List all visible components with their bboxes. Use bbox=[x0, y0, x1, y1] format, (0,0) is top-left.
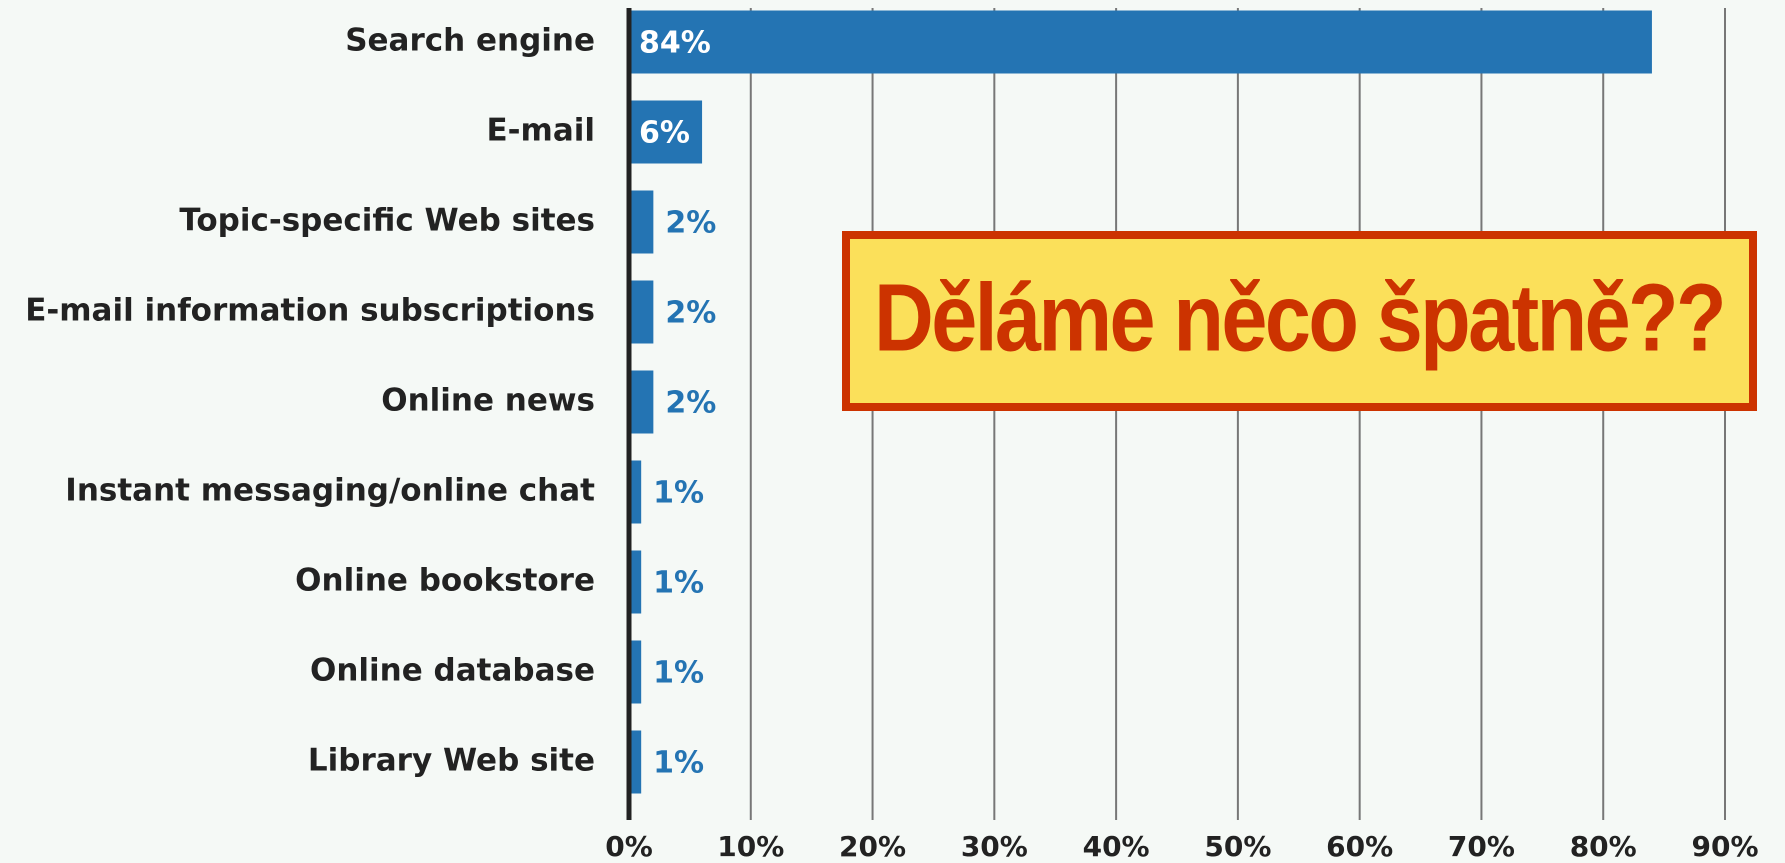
value-label: 6% bbox=[639, 116, 690, 151]
bar bbox=[629, 640, 642, 704]
y-tick-label: E-mail information subscriptions bbox=[25, 293, 595, 329]
y-tick-label: Topic-specific Web sites bbox=[179, 203, 595, 239]
x-tick-label: 80% bbox=[1570, 830, 1637, 863]
y-tick-label: Online database bbox=[310, 653, 595, 689]
value-label: 2% bbox=[665, 206, 716, 241]
value-label: 1% bbox=[653, 656, 704, 691]
value-label: 1% bbox=[653, 566, 704, 601]
x-tick-label: 70% bbox=[1448, 830, 1515, 863]
y-tick-label: Instant messaging/online chat bbox=[65, 473, 595, 509]
x-tick-label: 10% bbox=[717, 830, 784, 863]
value-label: 2% bbox=[665, 296, 716, 331]
value-label: 1% bbox=[653, 746, 704, 781]
bar bbox=[629, 460, 642, 524]
bar bbox=[629, 10, 1652, 74]
y-tick-label: E-mail bbox=[486, 113, 595, 149]
annotation-box bbox=[842, 231, 1757, 411]
x-tick-label: 30% bbox=[961, 830, 1028, 863]
x-tick-label: 0% bbox=[605, 830, 653, 863]
y-tick-label: Library Web site bbox=[308, 743, 595, 779]
x-tick-label: 20% bbox=[839, 830, 906, 863]
bar bbox=[629, 550, 642, 614]
bar bbox=[629, 280, 654, 344]
annotation: Děláme něco špatně?? bbox=[874, 264, 1724, 371]
x-tick-label: 50% bbox=[1204, 830, 1271, 863]
value-label: 84% bbox=[639, 26, 711, 61]
x-tick-label: 60% bbox=[1326, 830, 1393, 863]
bar bbox=[629, 100, 703, 164]
y-tick-label: Search engine bbox=[345, 23, 595, 59]
value-label: 2% bbox=[665, 386, 716, 421]
bar bbox=[629, 370, 654, 434]
bar bbox=[629, 730, 642, 794]
bar bbox=[629, 190, 654, 254]
value-label: 1% bbox=[653, 476, 704, 511]
x-tick-label: 40% bbox=[1083, 830, 1150, 863]
x-tick-label: 90% bbox=[1691, 830, 1758, 863]
y-tick-label: Online bookstore bbox=[295, 563, 595, 599]
y-tick-label: Online news bbox=[381, 383, 595, 419]
